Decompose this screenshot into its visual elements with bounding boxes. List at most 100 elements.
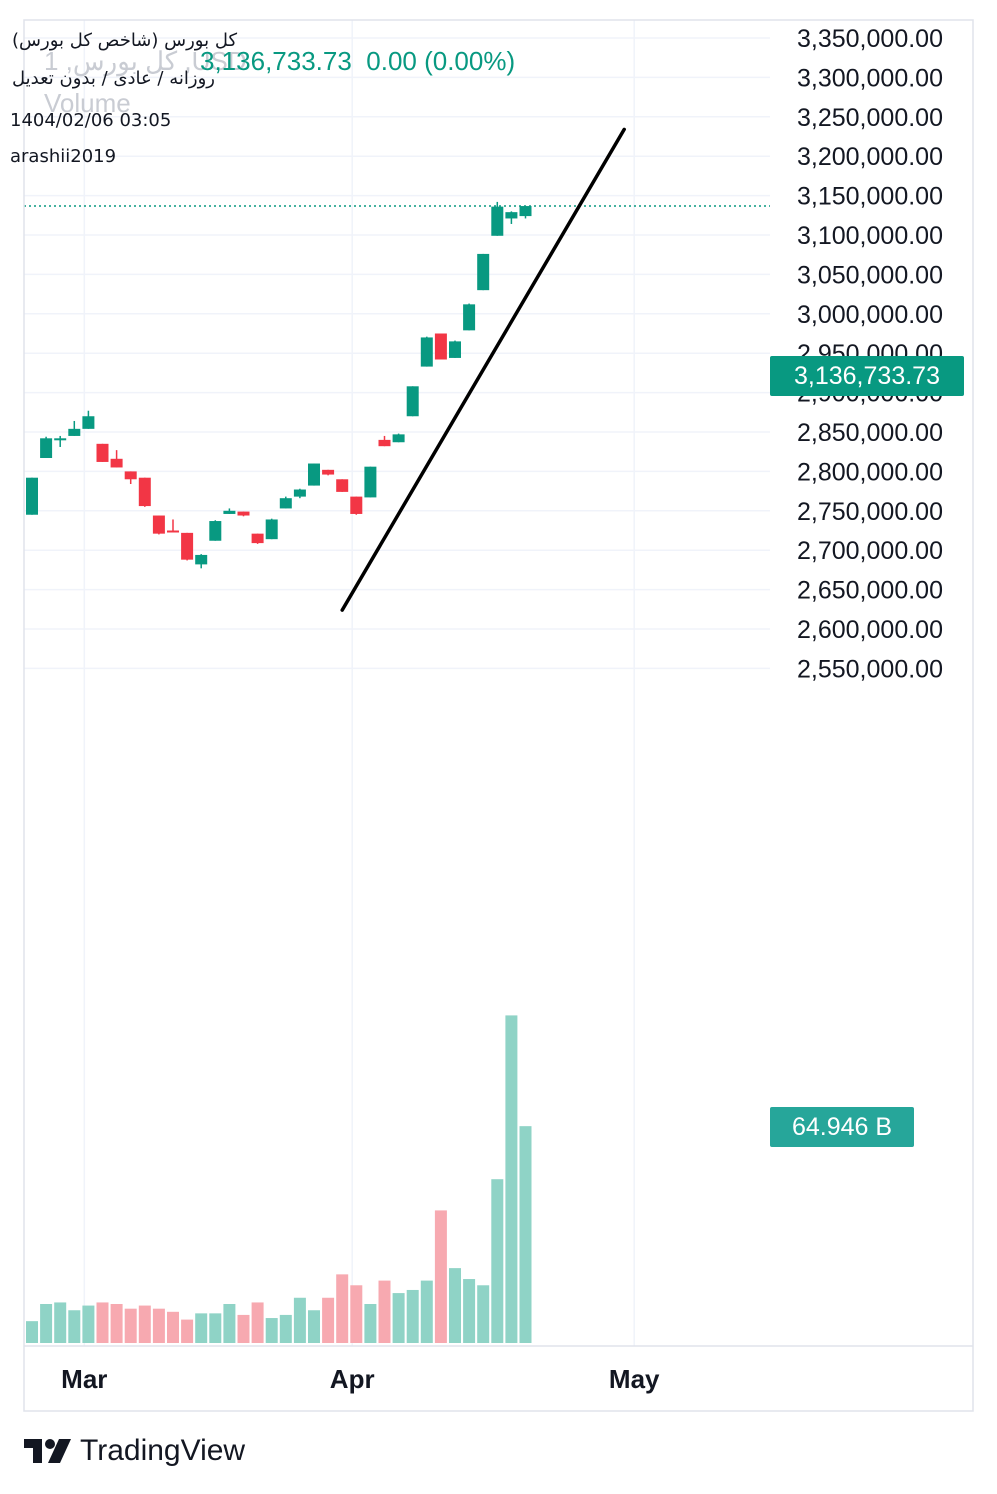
legend-change: 0.00 (0.00%) bbox=[366, 46, 516, 76]
candle-body bbox=[463, 304, 476, 331]
candle-body bbox=[26, 477, 38, 515]
volume-bar bbox=[350, 1285, 363, 1343]
candle-body bbox=[138, 477, 151, 507]
tradingview-logo-icon bbox=[24, 1439, 71, 1463]
candle-body bbox=[279, 498, 292, 509]
volume-bar bbox=[322, 1297, 335, 1343]
volume-bars bbox=[26, 1015, 532, 1343]
volume-watermark: Volume bbox=[44, 88, 131, 118]
time-tick-label: Apr bbox=[330, 1364, 375, 1394]
candle-body bbox=[223, 510, 236, 514]
price-tick-label: 2,550,000.00 bbox=[797, 655, 943, 683]
candle-body bbox=[209, 521, 222, 541]
candle-body bbox=[477, 253, 490, 291]
candle-body bbox=[406, 386, 419, 417]
volume-bar bbox=[420, 1280, 433, 1343]
volume-bar bbox=[279, 1314, 292, 1343]
candle-body bbox=[519, 206, 532, 217]
candle-body bbox=[322, 469, 335, 475]
volume-bar bbox=[491, 1179, 504, 1343]
volume-bar bbox=[181, 1319, 194, 1343]
price-tick-label: 3,150,000.00 bbox=[797, 183, 943, 211]
price-tick-label: 3,200,000.00 bbox=[797, 143, 943, 171]
legend-last-price: 3,136,733.73 bbox=[200, 46, 352, 76]
price-tick-label: 2,600,000.00 bbox=[797, 616, 943, 644]
price-tick-label: 2,800,000.00 bbox=[797, 458, 943, 486]
volume-bar bbox=[293, 1297, 306, 1343]
candle-body bbox=[96, 443, 109, 462]
volume-bar bbox=[68, 1310, 81, 1343]
volume-bar bbox=[251, 1302, 264, 1343]
candle-body bbox=[293, 489, 306, 497]
candle-body bbox=[195, 554, 208, 565]
trendline[interactable] bbox=[340, 127, 626, 612]
volume-bar bbox=[195, 1313, 208, 1343]
brand-name: TradingView bbox=[80, 1434, 246, 1467]
candle-body bbox=[392, 434, 405, 443]
time-axis[interactable]: Mar Apr May bbox=[61, 1364, 660, 1394]
tradingview-brand[interactable]: TradingView bbox=[24, 1434, 245, 1468]
candle-body bbox=[350, 496, 363, 514]
candle-body bbox=[420, 337, 433, 367]
volume-bar bbox=[434, 1210, 447, 1343]
volume-bar bbox=[519, 1126, 532, 1343]
volume-bar bbox=[505, 1015, 518, 1343]
volume-bar bbox=[110, 1304, 123, 1343]
candle-body bbox=[68, 428, 81, 436]
price-tick-label: 3,350,000.00 bbox=[797, 25, 943, 53]
legend-values: 3,136,733.73 0.00 (0.00%) bbox=[200, 46, 515, 77]
volume-bar bbox=[124, 1308, 137, 1343]
candle-body bbox=[378, 439, 391, 447]
volume-bar bbox=[237, 1314, 250, 1343]
candle-body bbox=[82, 416, 95, 429]
candle-body bbox=[237, 511, 250, 516]
price-tick-label: 2,700,000.00 bbox=[797, 537, 943, 565]
volume-bar bbox=[167, 1311, 179, 1343]
candle-body bbox=[167, 530, 179, 533]
candle-body bbox=[449, 341, 461, 358]
candle-body bbox=[152, 515, 165, 534]
chart-settings: روزانه / عادی / بدون تعدیل bbox=[12, 68, 215, 89]
price-tick-label: 3,050,000.00 bbox=[797, 261, 943, 289]
candle-body bbox=[308, 463, 320, 486]
symbol-watermark: 1 ,کل بورس ,USD bbox=[44, 46, 247, 76]
candle-body bbox=[110, 458, 123, 468]
volume-bar bbox=[152, 1308, 165, 1343]
volume-bar bbox=[378, 1280, 391, 1343]
price-tick-label: 3,250,000.00 bbox=[797, 104, 943, 132]
candle-body bbox=[364, 466, 377, 498]
current-price-tag: 3,136,733.73 bbox=[770, 356, 964, 396]
price-tick-label: 2,850,000.00 bbox=[797, 419, 943, 447]
volume-bar bbox=[463, 1279, 476, 1343]
price-tick-label: 2,750,000.00 bbox=[797, 498, 943, 526]
price-axis[interactable]: 2,550,000.00 2,600,000.00 2,650,000.00 2,70… bbox=[797, 25, 943, 683]
candle-body bbox=[505, 212, 518, 219]
price-tick-label: 3,300,000.00 bbox=[797, 64, 943, 92]
volume-bar bbox=[138, 1305, 151, 1343]
time-tick-label: May bbox=[609, 1364, 660, 1394]
candle-body bbox=[491, 206, 504, 236]
chart-frame bbox=[23, 19, 974, 1412]
volume-bar bbox=[364, 1304, 377, 1343]
symbol-title: کل بورس (شاخص کل بورس) bbox=[12, 30, 238, 51]
volume-bar bbox=[336, 1274, 349, 1343]
candle-body bbox=[251, 533, 264, 544]
candle-body bbox=[181, 532, 194, 560]
candle-body bbox=[54, 438, 67, 441]
price-tick-label: 3,100,000.00 bbox=[797, 222, 943, 250]
volume-bar bbox=[449, 1268, 461, 1343]
volume-bar bbox=[54, 1302, 67, 1343]
time-tick-label: Mar bbox=[61, 1364, 107, 1394]
volume-bar bbox=[40, 1304, 53, 1343]
snapshot-datetime: 1404/02/06 03:05 bbox=[10, 110, 172, 131]
volume-bar bbox=[223, 1304, 236, 1343]
volume-bar bbox=[308, 1310, 320, 1343]
candle-body bbox=[40, 438, 53, 459]
volume-bar bbox=[82, 1305, 95, 1343]
candle-body bbox=[336, 479, 349, 492]
volume-bar bbox=[96, 1302, 109, 1343]
current-volume-tag: 64.946 B bbox=[770, 1107, 914, 1147]
volume-bar bbox=[26, 1321, 38, 1343]
candle-body bbox=[434, 333, 447, 360]
